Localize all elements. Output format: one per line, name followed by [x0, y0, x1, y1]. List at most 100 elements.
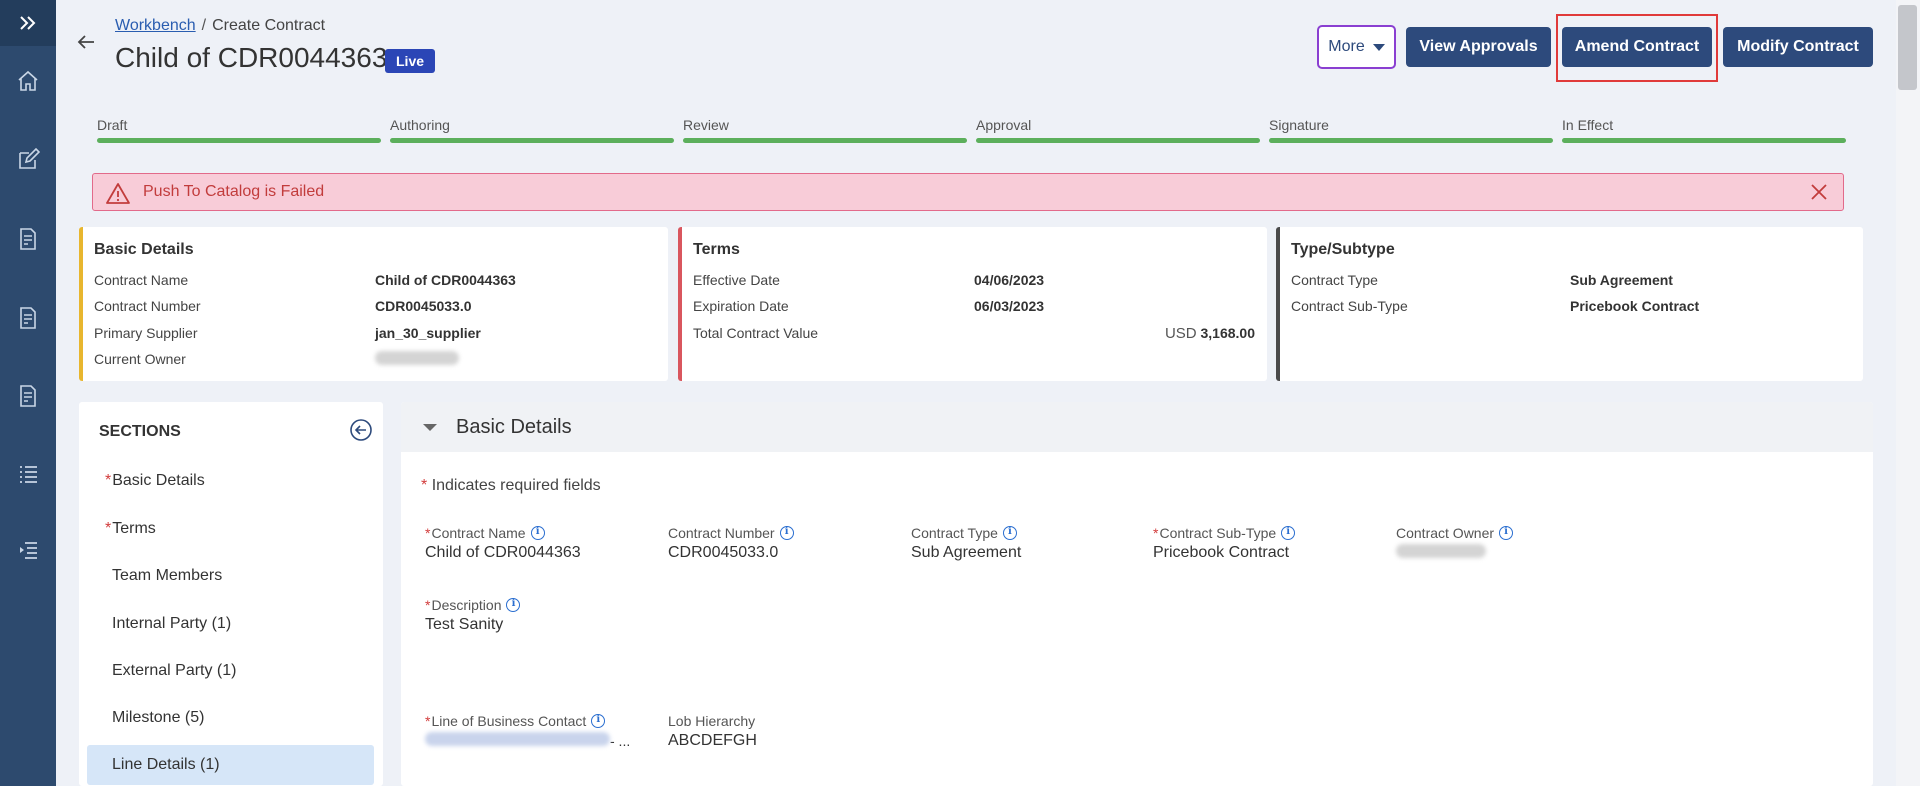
card-accent: [1276, 227, 1280, 381]
field-contract-sub-type: *Contract Sub-Type Pricebook Contract: [1153, 525, 1296, 562]
info-icon[interactable]: [1281, 526, 1296, 540]
home-icon[interactable]: [0, 61, 56, 101]
back-arrow-icon[interactable]: [74, 30, 98, 54]
edit-icon[interactable]: [0, 140, 56, 180]
scrollbar-thumb[interactable]: [1898, 5, 1917, 90]
field-label: Contract Sub-Type: [1159, 525, 1277, 541]
field-value: Test Sanity: [425, 616, 504, 633]
field-description: *Description Test Sanity: [425, 597, 521, 634]
breadcrumb-link-workbench[interactable]: Workbench: [115, 17, 196, 34]
info-icon[interactable]: [591, 714, 606, 728]
list-icon[interactable]: [0, 454, 56, 494]
left-nav-rail: [0, 0, 56, 786]
basic-details-form: Basic Details * Indicates required field…: [401, 402, 1873, 786]
stage-label: Authoring: [390, 117, 450, 133]
breadcrumb-separator: /: [201, 17, 207, 34]
outline-icon[interactable]: [0, 531, 56, 571]
field-contract-number: Contract Number CDR0045033.0: [668, 525, 794, 562]
stage-label: Review: [683, 117, 729, 133]
field-contract-name: *Contract Name Child of CDR0044363: [425, 525, 581, 562]
card-accent: [79, 227, 83, 381]
info-icon[interactable]: [779, 526, 794, 540]
card-label: Contract Name: [94, 272, 189, 288]
type-subtype-card: Type/Subtype Contract Type Sub Agreement…: [1276, 227, 1863, 381]
view-approvals-button[interactable]: View Approvals: [1406, 27, 1551, 67]
info-icon[interactable]: [1499, 526, 1514, 540]
total-value: USD 3,168.00: [1165, 325, 1255, 342]
caret-down-icon: [1372, 43, 1385, 51]
stage-bar: [976, 138, 1260, 143]
lob-contact-value: - ...: [425, 732, 630, 751]
expand-nav-icon[interactable]: [0, 0, 56, 46]
sections-heading: SECTIONS: [99, 423, 181, 440]
required-marker: *: [421, 477, 428, 494]
redacted-owner-value: [375, 351, 459, 368]
breadcrumb-current: Create Contract: [212, 17, 326, 34]
status-badge: Live: [385, 49, 436, 73]
required-marker: *: [105, 520, 112, 537]
stage-step-signature: Signature: [1269, 117, 1553, 143]
warning-icon: [106, 182, 130, 204]
info-icon[interactable]: [506, 598, 521, 612]
section-label: Internal Party (1): [112, 615, 232, 632]
required-note: * Indicates required fields: [421, 477, 601, 495]
contract-list-icon[interactable]: [0, 298, 56, 338]
modify-contract-button[interactable]: Modify Contract: [1723, 27, 1873, 67]
redacted-owner-value: [1396, 544, 1513, 563]
card-label: Contract Number: [94, 298, 201, 314]
page-title: Child of CDR0044363: [115, 42, 388, 73]
required-marker: *: [425, 525, 431, 541]
section-item-line-details[interactable]: Line Details (1): [87, 745, 374, 785]
section-item-team-members[interactable]: Team Members: [87, 557, 374, 595]
section-label: Line Details (1): [112, 756, 220, 773]
card-value: Child of CDR0044363: [375, 272, 516, 288]
section-item-internal-party[interactable]: Internal Party (1): [87, 605, 374, 643]
card-value: 04/06/2023: [974, 272, 1045, 288]
card-label: Current Owner: [94, 351, 186, 367]
stage-bar: [390, 138, 674, 143]
form-section-header[interactable]: Basic Details: [401, 402, 1873, 452]
info-icon[interactable]: [1002, 526, 1017, 540]
field-contract-owner: Contract Owner: [1396, 525, 1514, 563]
caret-down-icon: [423, 424, 437, 431]
error-alert: Push To Catalog is Failed: [92, 173, 1844, 211]
scrollbar-track[interactable]: [1896, 0, 1920, 786]
card-label: Effective Date: [693, 272, 780, 288]
card-accent: [678, 227, 682, 381]
card-value: Pricebook Contract: [1570, 298, 1700, 314]
section-item-milestone[interactable]: Milestone (5): [87, 699, 374, 737]
stage-label: Approval: [976, 117, 1032, 133]
more-dropdown-button[interactable]: More: [1317, 25, 1396, 69]
card-value: 06/03/2023: [974, 298, 1045, 314]
section-item-external-party[interactable]: External Party (1): [87, 652, 374, 690]
stage-step-in-effect: In Effect: [1562, 117, 1846, 143]
contract-report-icon[interactable]: [0, 376, 56, 416]
field-value: ABCDEFGH: [668, 732, 757, 749]
section-item-terms[interactable]: * Terms: [87, 510, 374, 548]
card-value: jan_30_supplier: [375, 325, 481, 341]
field-value: Sub Agreement: [911, 544, 1022, 561]
alert-message: Push To Catalog is Failed: [143, 183, 325, 200]
close-icon[interactable]: [1809, 182, 1829, 202]
info-icon[interactable]: [530, 526, 545, 540]
contract-doc-icon[interactable]: [0, 219, 56, 259]
section-item-basic-details[interactable]: * Basic Details: [87, 462, 374, 500]
section-label: Team Members: [112, 567, 223, 584]
section-label: Milestone (5): [112, 709, 205, 726]
card-label: Contract Type: [1291, 272, 1378, 288]
amount: 3,168.00: [1200, 325, 1256, 341]
stage-step-authoring: Authoring: [390, 117, 674, 143]
card-label: Primary Supplier: [94, 325, 198, 341]
collapse-panel-icon[interactable]: [349, 418, 373, 442]
card-label: Total Contract Value: [693, 325, 819, 341]
field-label: Lob Hierarchy: [668, 713, 756, 729]
required-marker: *: [1153, 525, 1159, 541]
stage-step-review: Review: [683, 117, 967, 143]
card-label: Expiration Date: [693, 298, 789, 314]
more-button-label: More: [1328, 38, 1365, 55]
field-label: Line of Business Contact: [431, 713, 587, 729]
amend-contract-button[interactable]: Amend Contract: [1562, 27, 1712, 67]
currency-code: USD: [1164, 325, 1197, 342]
card-title: Type/Subtype: [1291, 241, 1395, 258]
required-note-text: Indicates required fields: [431, 477, 601, 494]
